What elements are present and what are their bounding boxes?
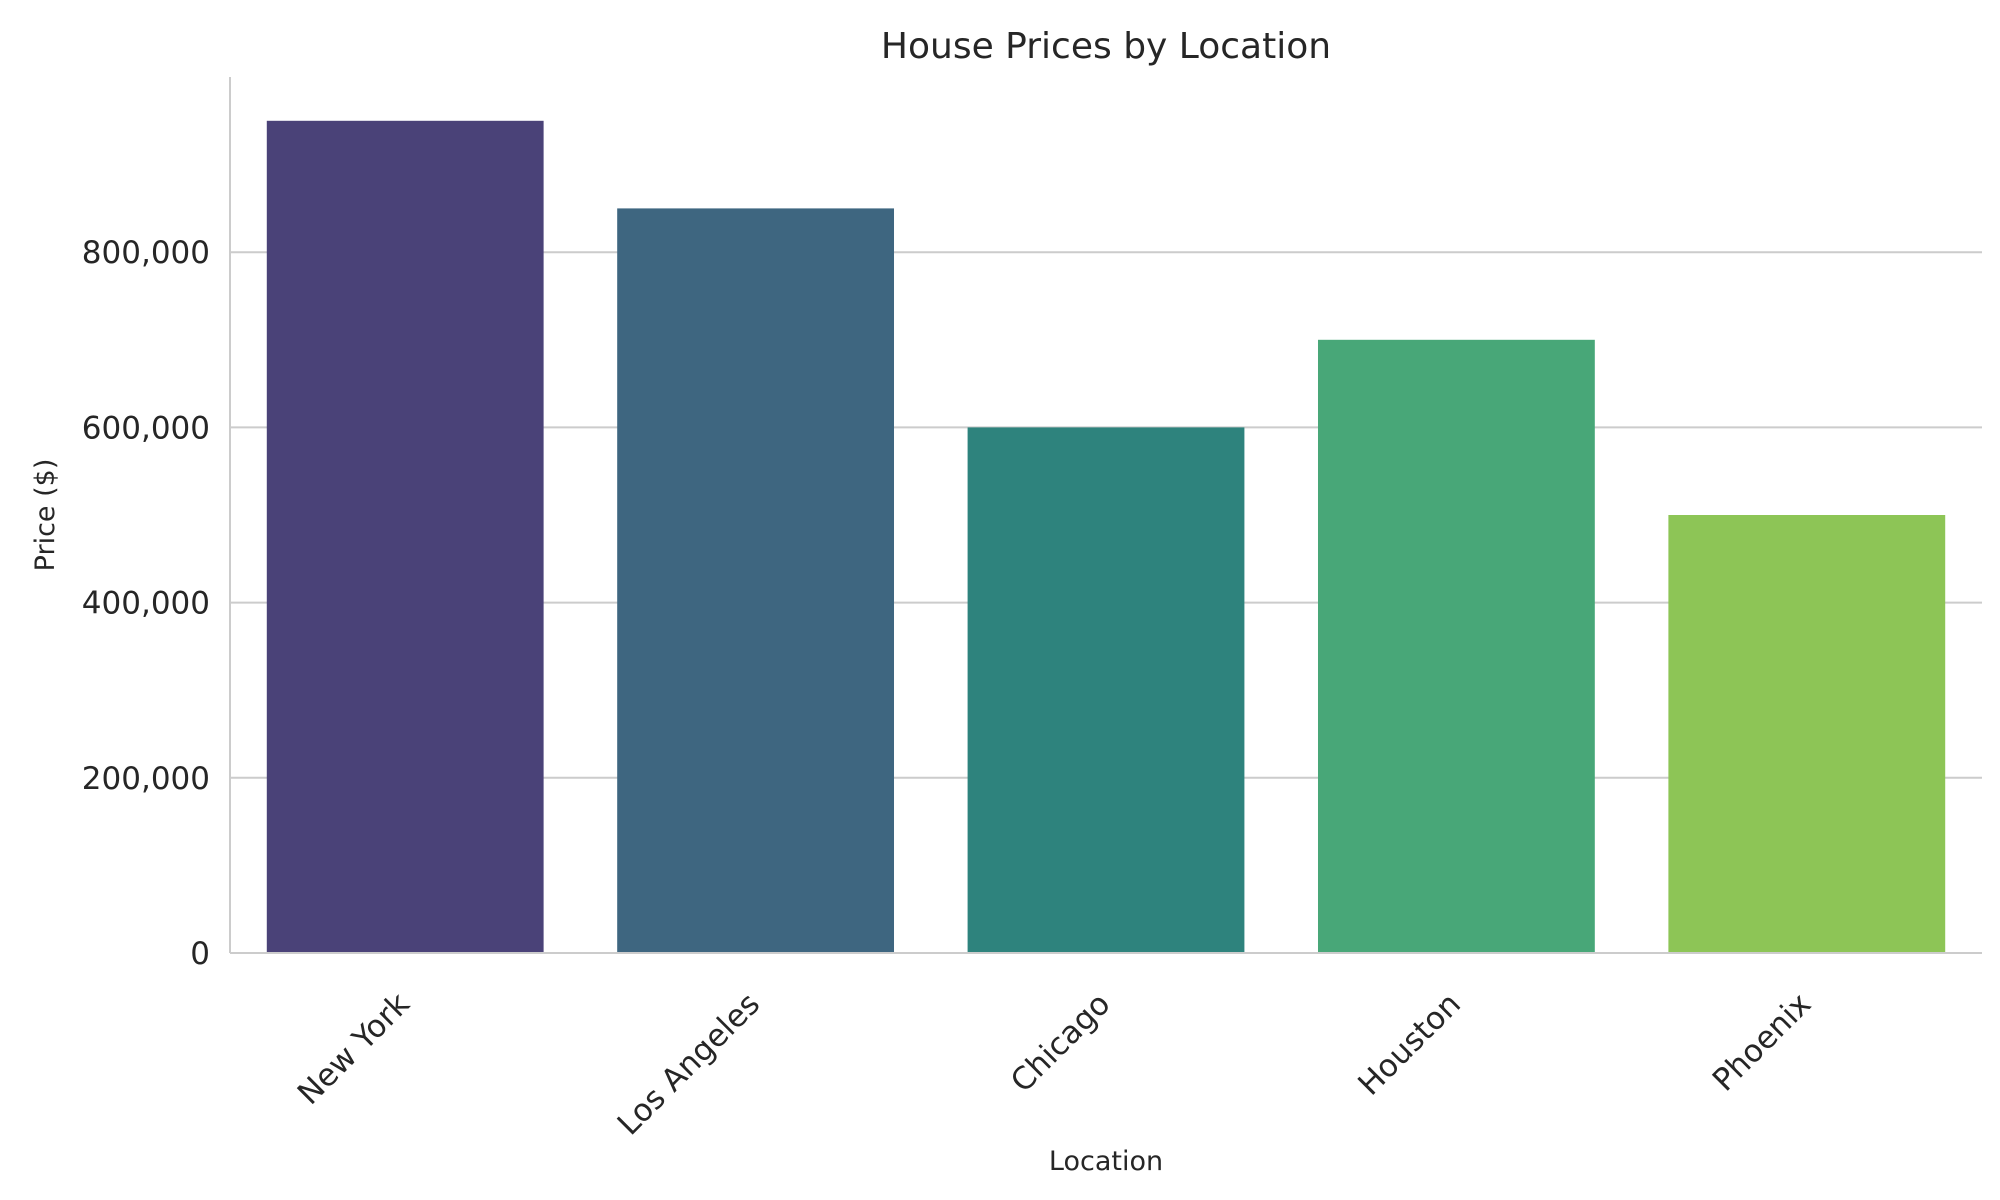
y-axis-label: Price ($) — [30, 459, 61, 572]
chart-title: House Prices by Location — [881, 26, 1331, 67]
bars — [266, 120, 1946, 954]
bar-phoenix — [1668, 515, 1946, 953]
y-tick-label: 400,000 — [82, 586, 210, 622]
y-tick-label: 600,000 — [82, 410, 210, 446]
bar-chicago — [967, 427, 1245, 953]
bar-houston — [1317, 339, 1595, 953]
y-tick-labels: 0 200,000 400,000 600,000 800,000 — [82, 235, 210, 972]
y-tick-label: 0 — [190, 936, 210, 972]
bar-new-york — [266, 120, 544, 954]
x-axis-label: Location — [1049, 1146, 1163, 1177]
y-tick-label: 200,000 — [82, 761, 210, 797]
y-tick-label: 800,000 — [82, 235, 210, 271]
bar-los-angeles — [617, 208, 895, 953]
